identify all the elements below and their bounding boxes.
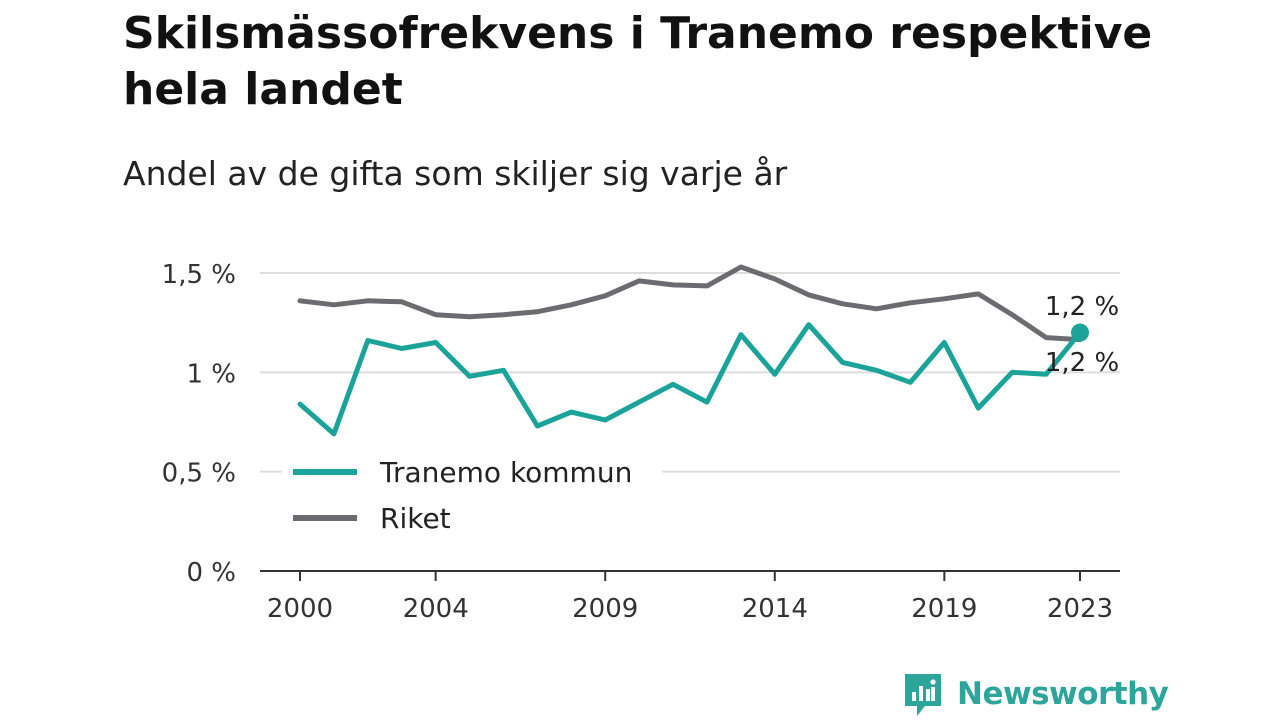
x-tick-label: 2019 <box>911 594 977 624</box>
legend-label: Riket <box>380 502 451 535</box>
y-tick-label: 0 % <box>186 558 236 588</box>
legend-label: Tranemo kommun <box>379 456 632 489</box>
y-tick-label: 0,5 % <box>162 459 236 489</box>
end-point-marker <box>1071 323 1089 342</box>
chart-subtitle: Andel av de gifta som skiljer sig varje … <box>123 154 788 193</box>
y-tick-label: 1 % <box>186 359 236 389</box>
end-label-riket: 1,2 % <box>1045 348 1119 378</box>
x-tick-label: 2014 <box>742 594 808 624</box>
end-label-tranemo: 1,2 % <box>1045 292 1119 322</box>
x-tick-label: 2000 <box>267 594 333 624</box>
series-lines <box>297 264 1089 437</box>
y-tick-label: 1,5 % <box>162 260 236 290</box>
newsworthy-logo: Newsworthy <box>901 670 1169 718</box>
x-axis-ticks: 2000 2004 2009 2014 2019 2023 <box>267 571 1113 624</box>
series-line-tranemo-kommun <box>297 322 1083 437</box>
line-chart: 0 % 0,5 % 1 % 1,5 % 2000 2004 2009 2014 2019 202… <box>162 260 1120 624</box>
chart-title: Skilsmässofrekvens i Tranemo respektive … <box>123 8 1153 115</box>
x-tick-label: 2009 <box>572 594 638 624</box>
y-axis-ticks: 0 % 0,5 % 1 % 1,5 % <box>162 260 236 588</box>
newsworthy-logo-icon <box>905 674 941 716</box>
legend: Tranemo kommun Riket <box>282 448 662 544</box>
end-labels: 1,2 % 1,2 % <box>1045 292 1119 378</box>
x-tick-label: 2023 <box>1047 594 1113 624</box>
legend-background <box>282 448 662 544</box>
x-tick-label: 2004 <box>403 594 469 624</box>
series-line-riket <box>297 264 1083 343</box>
brand-name: Newsworthy <box>957 676 1169 712</box>
